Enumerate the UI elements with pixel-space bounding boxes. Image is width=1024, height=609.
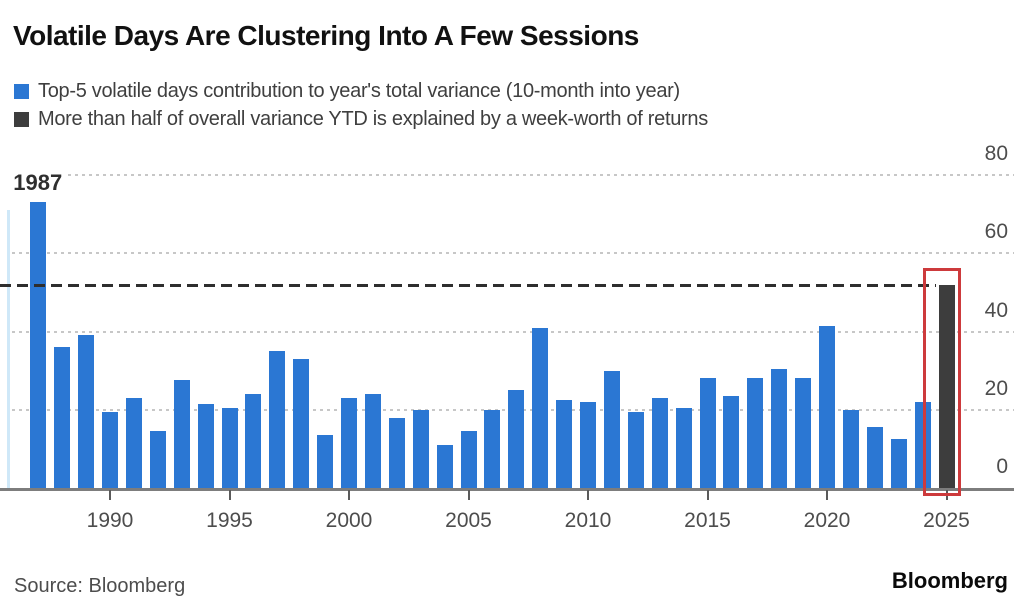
x-axis-label: 2000 [325,509,373,532]
legend-label-2: More than half of overall variance YTD i… [38,107,708,130]
x-axis-line [0,488,1014,491]
x-axis-tick [228,490,231,500]
legend-swatch-blue-icon [14,83,29,99]
y-axis-label: 0 [996,455,1008,478]
bar-1996 [245,394,262,488]
bar-1989 [78,335,95,488]
bar-2018 [771,368,788,488]
bar-1994 [197,403,214,488]
bar-2011 [603,370,620,488]
annotation-1987: 1987 [11,170,65,196]
bar-2022 [866,427,883,488]
y-gridline [12,174,1014,176]
x-axis-label: 2015 [684,509,731,532]
x-axis-label: 1995 [206,509,253,532]
bar-2015 [699,378,716,488]
chart-title: Volatile Days Are Clustering Into A Few … [13,20,639,51]
bar-2020 [819,325,835,488]
bar-1999 [317,435,334,488]
bar-2024 [914,401,931,488]
legend-row-1: Top-5 volatile days contribution to year… [14,80,680,102]
x-axis-tick [109,490,111,500]
x-axis-tick [587,490,589,500]
legend-row-2: More than half of overall variance YTD i… [14,108,708,130]
bar-2014 [675,407,692,488]
y-axis-label: 80 [984,142,1008,165]
bar-1995 [221,407,238,488]
bar-2001 [364,394,381,488]
bar-1993 [173,380,190,488]
bar-2009 [556,399,573,488]
x-axis-label: 2020 [803,509,851,532]
dashed-reference-line [0,283,936,287]
bar-2005 [460,431,477,488]
x-axis-label: 2005 [445,509,492,532]
bar-1988 [54,347,71,488]
left-edge-partial-bar [7,210,10,488]
bloomberg-logo: Bloomberg [891,568,1008,593]
bar-2002 [388,417,405,488]
bar-2019 [795,378,812,488]
y-gridline [12,330,1014,333]
plot-area: 0 20 40 60 80 1987 1990 1995 2000 2005 2010 2015 202… [0,140,1024,550]
x-axis-label: 1990 [86,509,134,532]
bar-2023 [890,439,907,488]
bar-2021 [842,409,859,488]
bar-2007 [508,390,525,488]
y-axis-label: 20 [984,376,1008,400]
bar-1991 [125,398,142,488]
bar-2008 [532,327,549,488]
bar-2025-highlighted [938,284,955,488]
y-axis-label: 60 [984,220,1008,244]
x-axis-label: 2010 [564,509,612,532]
bar-2010 [580,401,596,488]
y-gridline [12,252,1014,255]
bar-2013 [651,398,668,488]
bar-2016 [723,396,740,488]
bar-2017 [747,378,764,488]
x-axis-tick [826,490,828,500]
x-axis-label: 2025 [923,509,970,532]
highlight-rect-2025 [923,267,961,496]
x-axis-tick [706,490,709,500]
bar-2000 [341,398,357,488]
bar-1998 [293,358,310,488]
x-axis-tick [348,490,350,500]
bar-2004 [436,444,453,488]
bar-1987 [30,202,47,488]
bar-2003 [412,409,429,488]
bar-2012 [627,411,644,488]
bar-1992 [149,431,166,488]
bar-1990 [102,411,118,488]
legend-swatch-dark-icon [14,111,29,127]
x-axis-tick [467,490,470,500]
y-axis-label: 40 [984,298,1008,322]
source-text: Source: Bloomberg [14,575,186,597]
legend-label-1: Top-5 volatile days contribution to year… [38,79,680,102]
bar-1997 [269,351,286,488]
bar-2006 [484,409,501,488]
